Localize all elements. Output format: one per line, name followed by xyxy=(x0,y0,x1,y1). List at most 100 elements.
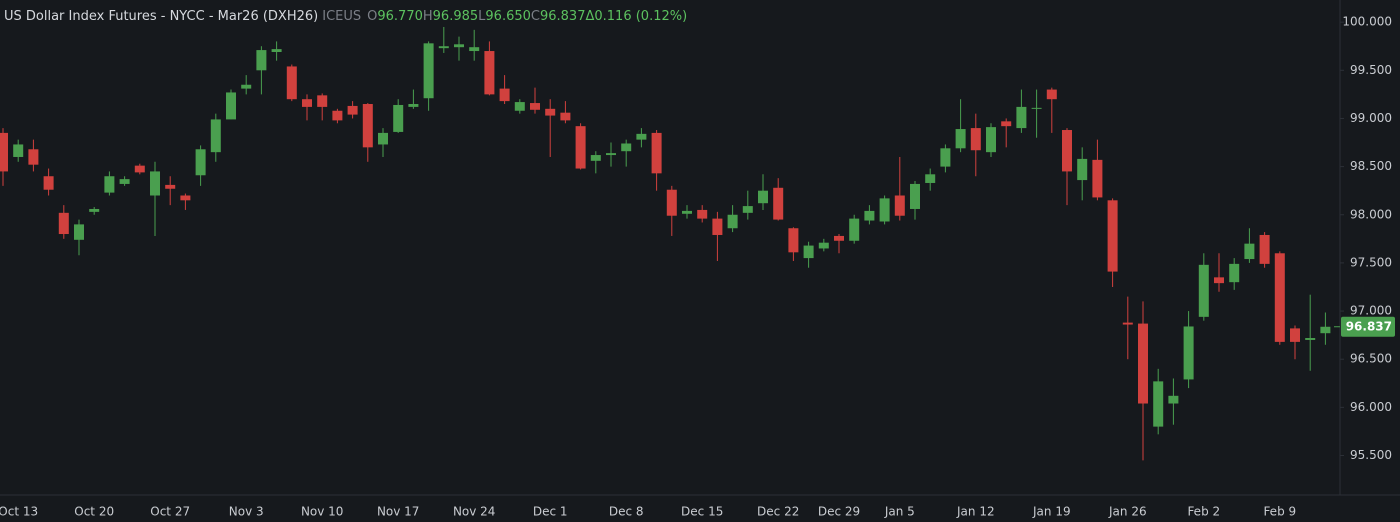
candle-body xyxy=(104,176,115,193)
candle-body xyxy=(1016,106,1027,129)
x-tick-label: Feb 9 xyxy=(1263,505,1296,519)
candle-body xyxy=(362,104,373,148)
candle-body xyxy=(1320,326,1331,334)
y-tick-label: 96.000 xyxy=(1350,400,1392,414)
candle-body xyxy=(1122,322,1133,325)
candle-body xyxy=(834,235,844,241)
candle-body xyxy=(1290,328,1300,342)
x-tick-label: Oct 20 xyxy=(74,505,114,519)
candle-body xyxy=(742,206,753,213)
x-tick-label: Dec 15 xyxy=(681,505,723,519)
candle-body xyxy=(89,208,100,212)
candle-body xyxy=(1046,89,1057,100)
candle-body xyxy=(74,224,84,240)
x-tick-label: Dec 22 xyxy=(757,505,799,519)
x-tick-label: Feb 2 xyxy=(1187,505,1220,519)
y-tick-label: 99.000 xyxy=(1350,111,1392,125)
candle-body xyxy=(545,108,556,116)
candle-body xyxy=(256,50,267,71)
candle-body xyxy=(195,149,206,176)
candle-body xyxy=(514,102,525,111)
candle-body xyxy=(302,99,312,107)
candle-body xyxy=(606,153,616,156)
candle-body xyxy=(119,179,130,184)
x-tick-label: Nov 24 xyxy=(453,505,496,519)
y-tick-label: 99.500 xyxy=(1350,63,1392,77)
x-tick-label: Dec 1 xyxy=(533,505,568,519)
candle-body xyxy=(803,245,814,259)
candle-body xyxy=(1244,243,1255,260)
candle-body xyxy=(469,47,480,52)
candle-body xyxy=(226,92,236,120)
x-tick-label: Oct 27 xyxy=(150,505,190,519)
candle-body xyxy=(940,148,951,167)
candle-body xyxy=(1153,381,1164,427)
candle-body xyxy=(1198,264,1209,317)
candle-body xyxy=(58,212,69,235)
x-tick-label: Jan 19 xyxy=(1032,505,1071,519)
x-tick-label: Dec 8 xyxy=(609,505,644,519)
candle-body xyxy=(28,149,39,165)
candle-body xyxy=(894,195,905,216)
candle-body xyxy=(910,183,920,209)
candle-body xyxy=(530,103,540,110)
ohlc-value: 96.837 xyxy=(540,9,586,24)
candle-body xyxy=(1229,263,1240,283)
last-price-tag xyxy=(1341,316,1395,337)
candle-body xyxy=(165,184,176,189)
candle-body xyxy=(621,143,632,152)
candle-body xyxy=(134,165,145,173)
candle-body xyxy=(1001,121,1012,127)
candle-body xyxy=(682,210,692,214)
candle-body xyxy=(423,43,434,99)
candle-body xyxy=(849,218,860,241)
change: Δ0.116 (0.12%) xyxy=(585,9,687,24)
candle-body xyxy=(286,66,297,100)
candle-body xyxy=(1107,200,1118,272)
y-tick-label: 98.500 xyxy=(1350,159,1392,173)
candle-body xyxy=(1214,277,1224,284)
candle-body xyxy=(970,128,981,151)
candle-body xyxy=(879,198,890,222)
candle-body xyxy=(636,133,647,140)
x-tick-label: Jan 12 xyxy=(956,505,995,519)
x-tick-label: Nov 17 xyxy=(377,505,420,519)
candle-body xyxy=(347,105,358,115)
header: US Dollar Index Futures - NYCC - Mar26 (… xyxy=(4,9,687,24)
ohlc-value: 96.985 xyxy=(433,9,479,24)
candle-body xyxy=(697,209,708,219)
candle-body xyxy=(393,104,404,132)
y-tick-label: 97.500 xyxy=(1350,255,1392,269)
candle-body xyxy=(560,112,571,121)
candle-body xyxy=(727,214,738,229)
ohlc-label: C xyxy=(531,9,540,24)
candle-body xyxy=(454,44,464,48)
title: US Dollar Index Futures - NYCC - Mar26 (… xyxy=(4,9,318,24)
candle-body xyxy=(1274,253,1285,342)
candle-body xyxy=(925,174,936,183)
ohlc-value: 96.650 xyxy=(485,9,531,24)
candle-body xyxy=(1168,395,1179,404)
ohlc-label: L xyxy=(478,9,486,24)
y-tick-label: 95.500 xyxy=(1350,448,1392,462)
candle-body xyxy=(788,228,799,253)
candle-body xyxy=(1031,107,1042,109)
candle-body xyxy=(241,84,252,89)
last-price-label: 96.837 xyxy=(1346,319,1392,333)
candle-body xyxy=(758,190,768,204)
exchange: ICEUS xyxy=(322,9,361,24)
y-tick-label: 97.000 xyxy=(1350,304,1392,318)
candle-body xyxy=(1259,234,1270,264)
y-tick-label: 100.000 xyxy=(1342,15,1392,29)
candle-body xyxy=(13,144,24,157)
candle-body xyxy=(818,242,829,249)
candle-body xyxy=(955,129,966,149)
candle-body xyxy=(712,218,723,235)
candle-body xyxy=(180,195,191,201)
ohlc-label: O xyxy=(367,9,377,24)
x-tick-label: Nov 10 xyxy=(301,505,344,519)
candle-body xyxy=(43,176,54,190)
candle-body xyxy=(150,171,160,196)
